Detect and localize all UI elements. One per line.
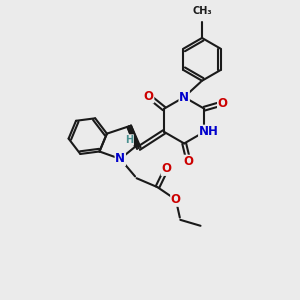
- Text: O: O: [144, 90, 154, 103]
- Text: N: N: [179, 91, 189, 103]
- Text: H: H: [125, 135, 134, 145]
- Text: N: N: [115, 152, 125, 165]
- Text: O: O: [184, 155, 194, 168]
- Text: O: O: [171, 193, 181, 206]
- Text: NH: NH: [199, 125, 219, 138]
- Text: O: O: [218, 97, 228, 110]
- Text: CH₃: CH₃: [192, 6, 212, 16]
- Text: O: O: [161, 162, 171, 175]
